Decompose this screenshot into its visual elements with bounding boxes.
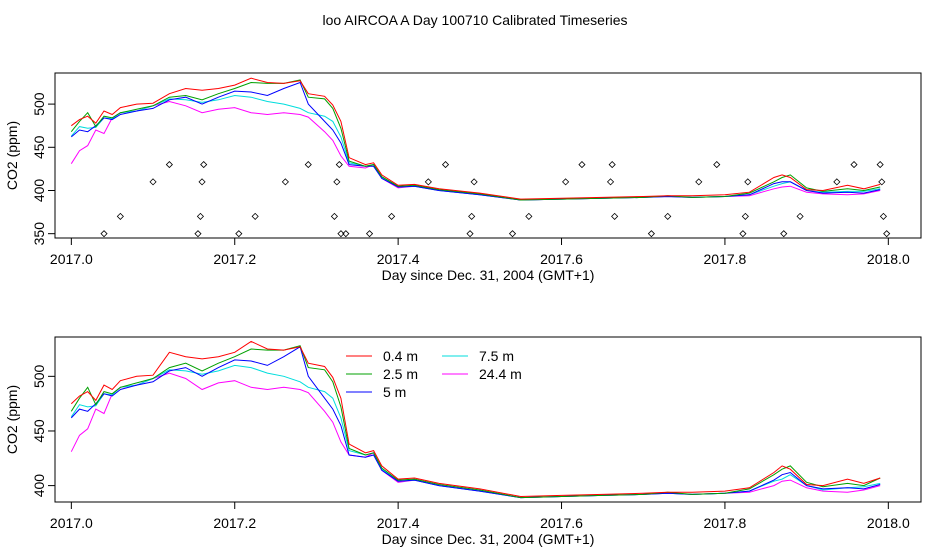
flag-marker bbox=[466, 230, 474, 238]
flag-marker bbox=[739, 230, 747, 238]
series-line-2-5-m bbox=[70, 79, 881, 201]
flag-marker bbox=[335, 161, 343, 169]
bottom-timeseries-panel: 2017.0 2017.2 2017.4 2017.6 2017.8 2018.0 400 4… bbox=[4, 336, 922, 547]
x-axis-title: Day since Dec. 31, 2004 (GMT+1) bbox=[382, 531, 595, 547]
y-axis-title: CO2 (ppm) bbox=[4, 121, 20, 190]
flag-marker bbox=[878, 178, 886, 186]
legend-label: 2.5 m bbox=[383, 366, 418, 382]
flag-marker bbox=[330, 212, 338, 220]
flag-marker bbox=[388, 212, 396, 220]
x-tick-label: 2017.0 bbox=[50, 251, 93, 267]
x-axis-title: Day since Dec. 31, 2004 (GMT+1) bbox=[382, 267, 595, 283]
flag-marker bbox=[876, 161, 884, 169]
y-tick-label: 400 bbox=[31, 179, 47, 203]
series-line-5-m bbox=[70, 346, 881, 499]
series-line-2-5-m bbox=[70, 345, 881, 499]
y-tick-label: 350 bbox=[31, 222, 47, 246]
flag-marker bbox=[251, 212, 259, 220]
series-line-7-5-m bbox=[70, 364, 881, 499]
flag-marker bbox=[883, 230, 891, 238]
plot-frame bbox=[54, 336, 922, 503]
flag-marker bbox=[879, 212, 887, 220]
flag-marker bbox=[342, 230, 350, 238]
legend-label: 24.4 m bbox=[479, 366, 522, 382]
page-title: loo AIRCOA A Day 100710 Calibrated Times… bbox=[322, 12, 627, 28]
x-tick-label: 2017.8 bbox=[704, 515, 747, 531]
flag-marker bbox=[606, 178, 615, 186]
y-tick-label: 500 bbox=[31, 92, 47, 116]
x-tick-label: 2018.0 bbox=[867, 251, 910, 267]
y-axis-title: CO2 (ppm) bbox=[4, 385, 20, 454]
legend-label: 7.5 m bbox=[479, 348, 514, 364]
data-layer bbox=[70, 340, 881, 499]
flag-marker bbox=[200, 161, 208, 169]
y-tick-label: 450 bbox=[31, 419, 47, 443]
top-timeseries-panel: 2017.0 2017.2 2017.4 2017.6 2017.8 2018.0 350 4… bbox=[4, 72, 922, 283]
flag-marker bbox=[337, 230, 345, 238]
flag-marker bbox=[116, 212, 124, 220]
x-tick-label: 2017.6 bbox=[540, 251, 583, 267]
flag-marker bbox=[235, 230, 243, 238]
x-tick-label: 2017.6 bbox=[540, 515, 583, 531]
flag-marker bbox=[281, 178, 289, 186]
legend-label: 5 m bbox=[383, 384, 406, 400]
flag-marker bbox=[149, 178, 157, 186]
flag-marker bbox=[196, 212, 204, 220]
flag-marker bbox=[780, 230, 788, 238]
plot-frame bbox=[54, 72, 922, 239]
flag-marker bbox=[470, 178, 478, 186]
flag-marker bbox=[608, 161, 616, 169]
flag-marker bbox=[333, 178, 341, 186]
flag-marker bbox=[424, 178, 432, 186]
x-tick-label: 2017.8 bbox=[704, 251, 747, 267]
series-line-24-4-m bbox=[70, 372, 881, 499]
x-tick-label: 2017.4 bbox=[377, 251, 420, 267]
flag-marker bbox=[441, 161, 450, 169]
flag-marker bbox=[578, 161, 586, 169]
y-tick-label: 400 bbox=[31, 474, 47, 498]
flag-marker bbox=[525, 212, 533, 220]
flag-marker bbox=[713, 161, 721, 169]
flag-marker bbox=[468, 212, 476, 220]
series-line-5-m bbox=[70, 81, 881, 201]
flag-marker bbox=[744, 178, 752, 186]
flag-marker bbox=[165, 161, 173, 169]
series-line-7-5-m bbox=[70, 94, 881, 201]
series-line-0-4-m bbox=[71, 77, 881, 200]
flag-marker bbox=[100, 230, 108, 238]
x-tick-label: 2017.2 bbox=[213, 515, 256, 531]
y-tick-label: 500 bbox=[31, 364, 47, 388]
flag-marker bbox=[796, 212, 804, 220]
flag-marker bbox=[833, 178, 841, 186]
legend: 0.4 m 2.5 m 5 m 7.5 m 24.4 m bbox=[346, 348, 522, 400]
x-tick-label: 2017.0 bbox=[50, 515, 93, 531]
series-line-0-4-m bbox=[70, 340, 881, 498]
data-layer bbox=[70, 77, 891, 238]
flag-marker bbox=[850, 161, 858, 169]
flag-marker bbox=[695, 178, 703, 186]
flag-marker bbox=[365, 230, 374, 238]
flag-marker bbox=[741, 212, 749, 220]
flag-marker bbox=[562, 178, 570, 186]
x-tick-label: 2017.2 bbox=[213, 251, 256, 267]
flag-marker bbox=[611, 212, 619, 220]
flag-marker bbox=[194, 230, 202, 238]
series-line-24-4-m bbox=[70, 100, 881, 201]
x-tick-label: 2017.4 bbox=[377, 515, 420, 531]
flag-marker bbox=[664, 212, 672, 220]
flag-marker bbox=[304, 161, 312, 169]
y-tick-label: 450 bbox=[31, 135, 47, 159]
legend-label: 0.4 m bbox=[383, 348, 418, 364]
flag-marker bbox=[508, 230, 517, 238]
x-tick-label: 2018.0 bbox=[867, 515, 910, 531]
flag-marker bbox=[647, 230, 655, 238]
flag-marker bbox=[198, 178, 206, 186]
